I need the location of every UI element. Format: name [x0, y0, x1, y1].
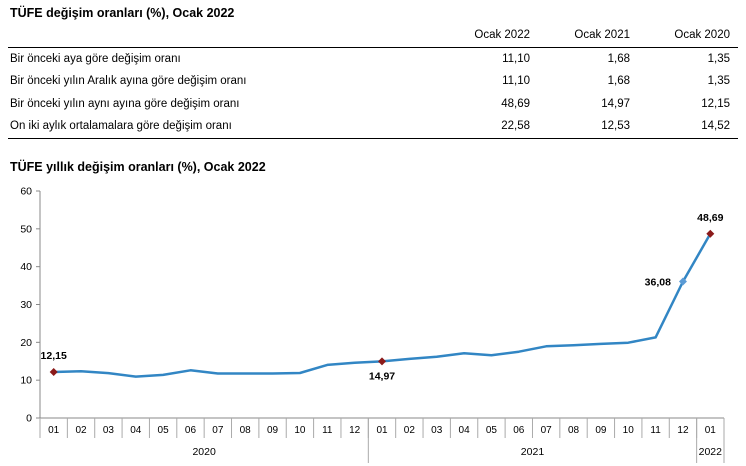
table-cell: 48,69	[501, 97, 530, 110]
x-tick-label: 09	[267, 425, 279, 436]
y-tick-label: 0	[26, 413, 32, 425]
data-label: 12,15	[41, 350, 67, 362]
x-tick-label: 08	[240, 425, 252, 436]
table-cell: 1,68	[607, 75, 630, 87]
x-tick-label: 03	[431, 425, 443, 436]
table-cell: 22,58	[501, 120, 530, 132]
table-cell: 1,35	[707, 52, 730, 65]
table-cell: 14,52	[701, 120, 730, 132]
chart-title: TÜFE yıllık değişim oranları (%), Ocak 2…	[10, 160, 266, 174]
y-tick-label: 30	[20, 299, 32, 311]
table-row: Bir önceki aya göre değişim oranı 11,10 …	[8, 47, 738, 70]
group-label: 2022	[699, 446, 723, 458]
table-cell: 1,68	[607, 52, 630, 65]
y-tick-label: 60	[20, 186, 32, 198]
x-tick-label: 06	[513, 425, 525, 436]
x-tick-label: 08	[568, 425, 580, 436]
row-label: Bir önceki yılın Aralık ayına göre değiş…	[10, 75, 247, 87]
series-line	[53, 233, 712, 378]
x-tick-label: 11	[650, 425, 661, 436]
data-point-marker	[678, 277, 687, 286]
row-label: Bir önceki yılın aynı ayına göre değişim…	[10, 97, 240, 110]
x-tick-label: 03	[103, 425, 115, 436]
x-tick-label: 01	[705, 425, 717, 436]
table-header-col: Ocak 2020	[674, 29, 730, 41]
x-tick-label: 02	[75, 425, 87, 436]
x-tick-label: 02	[404, 425, 416, 436]
table-cell: 1,35	[707, 75, 730, 87]
group-label: 2021	[521, 446, 545, 458]
data-label: 36,08	[645, 276, 671, 288]
table-row: Bir önceki yılın aynı ayına göre değişim…	[8, 93, 738, 116]
table-cell: 11,10	[502, 52, 530, 65]
x-tick-label: 10	[294, 425, 306, 436]
group-label: 2020	[192, 446, 216, 458]
table-cell: 11,10	[502, 75, 530, 87]
x-tick-label: 01	[376, 425, 388, 436]
table-header-row: Ocak 2022 Ocak 2021 Ocak 2020	[8, 24, 738, 47]
y-tick-label: 50	[20, 223, 32, 235]
table-cell: 12,15	[701, 97, 730, 110]
y-tick-label: 10	[20, 375, 32, 387]
x-tick-label: 01	[48, 425, 60, 436]
row-label: On iki aylık ortalamalara göre değişim o…	[10, 120, 232, 132]
x-tick-label: 11	[322, 425, 333, 436]
x-tick-label: 07	[212, 425, 224, 436]
row-label: Bir önceki aya göre değişim oranı	[10, 52, 181, 65]
table-cell: 12,53	[601, 120, 630, 132]
x-tick-label: 10	[623, 425, 635, 436]
x-tick-label: 12	[349, 425, 361, 436]
table-row: On iki aylık ortalamalara göre değişim o…	[8, 115, 738, 138]
x-tick-label: 12	[677, 425, 689, 436]
table-header-blank	[8, 24, 438, 47]
data-point-marker	[49, 368, 58, 377]
x-tick-label: 05	[158, 425, 170, 436]
data-point-marker	[706, 229, 715, 238]
x-tick-label: 07	[541, 425, 553, 436]
table-header-col: Ocak 2021	[574, 29, 630, 41]
x-tick-label: 09	[595, 425, 607, 436]
data-point-marker	[378, 357, 386, 366]
table-row: Bir önceki yılın Aralık ayına göre değiş…	[8, 70, 738, 93]
table-cell: 14,97	[601, 97, 630, 110]
data-label: 48,69	[697, 212, 723, 224]
x-tick-label: 04	[130, 425, 142, 436]
x-tick-label: 06	[185, 425, 197, 436]
data-label: 14,97	[369, 370, 395, 382]
x-tick-label: 04	[459, 425, 471, 436]
table-header-col: Ocak 2022	[474, 29, 530, 41]
y-tick-label: 20	[20, 337, 32, 349]
table-title: TÜFE değişim oranları (%), Ocak 2022	[10, 6, 235, 20]
x-tick-label: 05	[486, 425, 498, 436]
y-tick-label: 40	[20, 261, 32, 273]
rates-table: Ocak 2022 Ocak 2021 Ocak 2020 Bir önceki…	[8, 24, 738, 139]
